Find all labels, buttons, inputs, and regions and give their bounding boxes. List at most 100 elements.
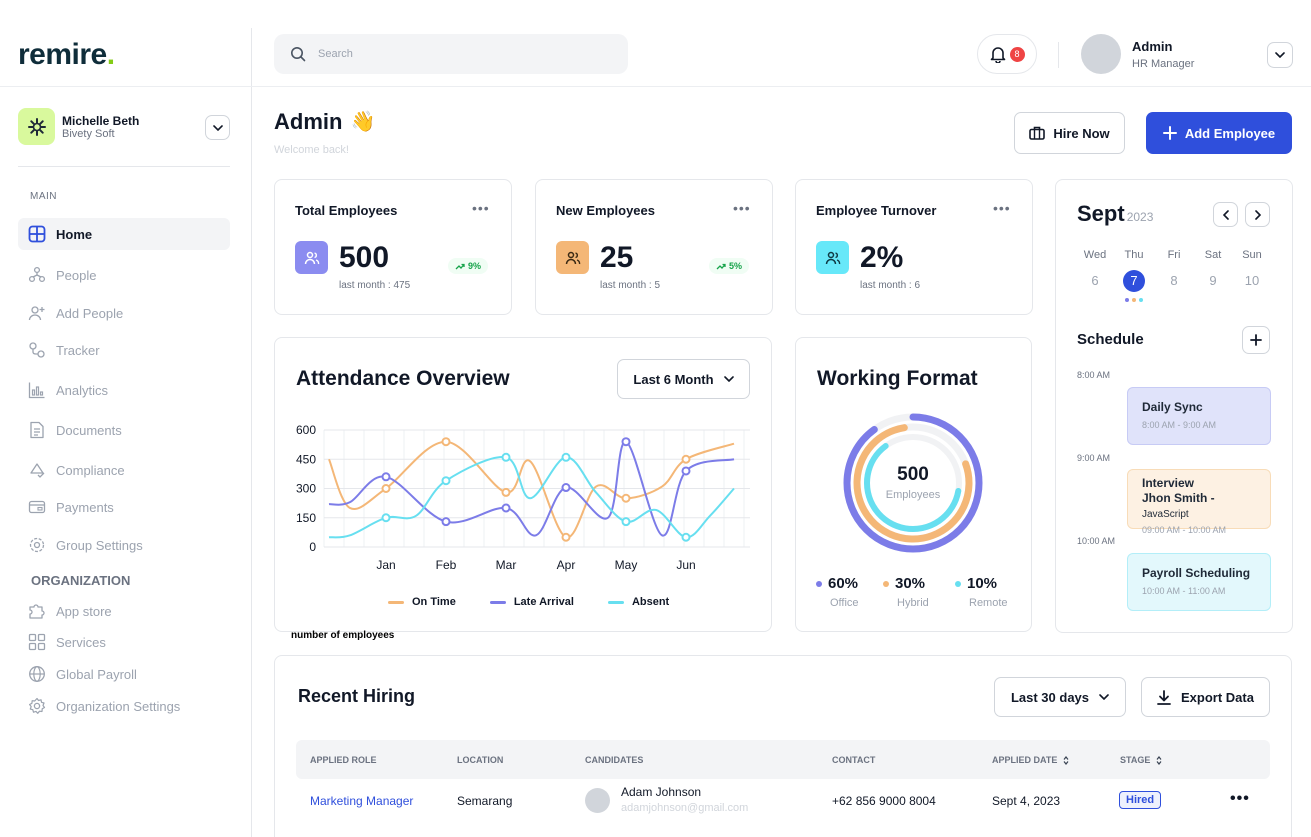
calendar-day-name: Fri	[1167, 249, 1181, 261]
data-point	[621, 437, 631, 447]
export-data-button[interactable]: Export Data	[1141, 677, 1270, 717]
x-tick-label: Feb	[436, 558, 457, 572]
schedule-event[interactable]: Payroll Scheduling 10:00 AM - 11:00 AM	[1127, 553, 1271, 611]
sidebar-item-label: Documents	[56, 422, 122, 438]
sidebar-item-label: Payments	[56, 499, 114, 515]
legend-dot	[955, 580, 961, 587]
row-more-button[interactable]: •••	[1230, 790, 1250, 807]
user-role: HR Manager	[1132, 58, 1195, 70]
notifications-button[interactable]: 8	[977, 34, 1037, 74]
users-icon	[565, 251, 580, 264]
workspace-switch-button[interactable]	[205, 115, 230, 140]
schedule-event[interactable]: Interview Jhon Smith - JavaScript 09:00 …	[1127, 469, 1271, 535]
attendance-range-dropdown[interactable]: Last 6 Month	[617, 359, 750, 399]
stat-value: 25	[600, 241, 634, 274]
add-person-icon	[28, 306, 45, 321]
x-tick-label: Jun	[676, 558, 695, 572]
stat-subtext: last month : 6	[860, 280, 921, 291]
search-icon	[291, 47, 306, 62]
sidebar-item-people[interactable]: People	[18, 259, 230, 291]
payments-icon	[28, 500, 46, 514]
column-header-location: LOCATION	[457, 755, 504, 765]
sidebar-item-services[interactable]: Services	[18, 626, 230, 658]
sort-icon	[1156, 755, 1162, 765]
sidebar-item-tracker[interactable]: Tracker	[18, 334, 230, 366]
calendar-day[interactable]: Sat 9	[1198, 249, 1228, 292]
sidebar-item-global-payroll[interactable]: Global Payroll	[18, 658, 230, 690]
bell-icon	[990, 46, 1005, 63]
calendar-day[interactable]: Fri 8	[1159, 249, 1189, 292]
sidebar-item-group-settings[interactable]: Group Settings	[18, 529, 230, 561]
stat-more-button[interactable]: •••	[472, 200, 490, 216]
calendar-prev-button[interactable]	[1213, 202, 1238, 227]
search-input[interactable]: Search	[274, 34, 628, 74]
column-header-applied-date[interactable]: APPLIED DATE	[992, 755, 1069, 765]
column-header-stage[interactable]: STAGE	[1120, 755, 1162, 765]
calendar-next-button[interactable]	[1245, 202, 1270, 227]
sidebar-item-organization-settings[interactable]: Organization Settings	[18, 690, 230, 722]
column-header-candidates: CANDIDATES	[585, 755, 644, 765]
attendance-line-chart: 0 150 300 450 600 Jan Feb Mar Apr May Jun	[296, 423, 750, 572]
legend-percent: 10%	[967, 575, 998, 592]
stat-more-button[interactable]: •••	[733, 200, 751, 216]
calendar-day[interactable]: Wed 6	[1080, 249, 1110, 292]
brand-logo[interactable]: remire.	[18, 38, 115, 71]
user-avatar[interactable]	[1081, 34, 1121, 74]
hire-now-button[interactable]: Hire Now	[1014, 112, 1125, 154]
legend-label: Absent	[631, 596, 670, 608]
data-point	[501, 487, 511, 497]
calendar-day[interactable]: Thu 7	[1119, 249, 1149, 292]
event-tag: JavaScript	[1142, 509, 1189, 520]
data-point	[381, 484, 391, 493]
schedule-event[interactable]: Daily Sync 8:00 AM - 9:00 AM	[1127, 387, 1271, 445]
y-tick-label: 600	[296, 423, 316, 437]
column-header-role: APPLIED ROLE	[310, 755, 377, 765]
event-time: 09:00 AM - 10:00 AM	[1142, 525, 1227, 535]
trend-up-icon	[455, 263, 465, 269]
sort-icon	[1063, 755, 1069, 765]
stat-title: New Employees	[556, 203, 655, 218]
attendance-legend: On Time Late Arrival Absent	[388, 596, 669, 608]
sidebar-item-documents[interactable]: Documents	[18, 414, 230, 446]
calendar-day-date: 6	[1091, 273, 1099, 288]
chevron-down-icon	[1099, 694, 1109, 700]
sidebar-item-analytics[interactable]: Analytics	[18, 374, 230, 406]
data-point	[441, 437, 451, 447]
user-menu-button[interactable]	[1267, 42, 1293, 68]
header-divider	[0, 86, 1311, 87]
candidate-avatar	[585, 788, 610, 813]
calendar-day-name: Wed	[1083, 249, 1107, 261]
stat-more-button[interactable]: •••	[993, 200, 1011, 216]
add-schedule-button[interactable]	[1242, 326, 1270, 354]
sidebar-item-label: App store	[56, 603, 112, 619]
data-point	[561, 452, 571, 462]
recent-hiring-title: Recent Hiring	[298, 686, 416, 706]
calendar-day[interactable]: Sun 10	[1237, 249, 1267, 292]
calendar-day-date: 8	[1170, 273, 1178, 288]
hire-now-label: Hire Now	[1053, 125, 1110, 141]
legend-swatch	[388, 600, 404, 604]
gear-icon	[29, 697, 46, 714]
wave-emoji: 👋	[350, 111, 376, 133]
settings-icon	[29, 537, 45, 553]
sidebar-item-app-store[interactable]: App store	[18, 595, 230, 627]
event-title: Daily Sync	[1142, 400, 1203, 414]
candidate-email: adamjohnson@gmail.com	[621, 802, 749, 814]
working-format-card	[795, 337, 1032, 632]
trend-up-icon	[716, 263, 726, 269]
legend-percent: 30%	[895, 575, 926, 592]
attendance-title: Attendance Overview	[296, 367, 510, 390]
legend-percent: 60%	[828, 575, 859, 592]
sidebar-item-compliance[interactable]: Compliance	[18, 454, 230, 486]
sidebar-item-home[interactable]: Home	[18, 218, 230, 250]
sidebar-item-payments[interactable]: Payments	[18, 491, 230, 523]
hiring-range-dropdown[interactable]: Last 30 days	[994, 677, 1126, 717]
add-employee-button[interactable]: Add Employee	[1146, 112, 1292, 154]
sidebar-item-add-people[interactable]: Add People	[18, 297, 230, 329]
legend-item: Late Arrival	[489, 596, 574, 608]
chevron-left-icon	[1222, 209, 1229, 220]
download-icon	[1157, 689, 1171, 705]
applied-date-cell: Sept 4, 2023	[992, 794, 1061, 808]
working-format-ring-chart	[843, 413, 983, 553]
applied-role-link[interactable]: Marketing Manager	[310, 794, 414, 808]
